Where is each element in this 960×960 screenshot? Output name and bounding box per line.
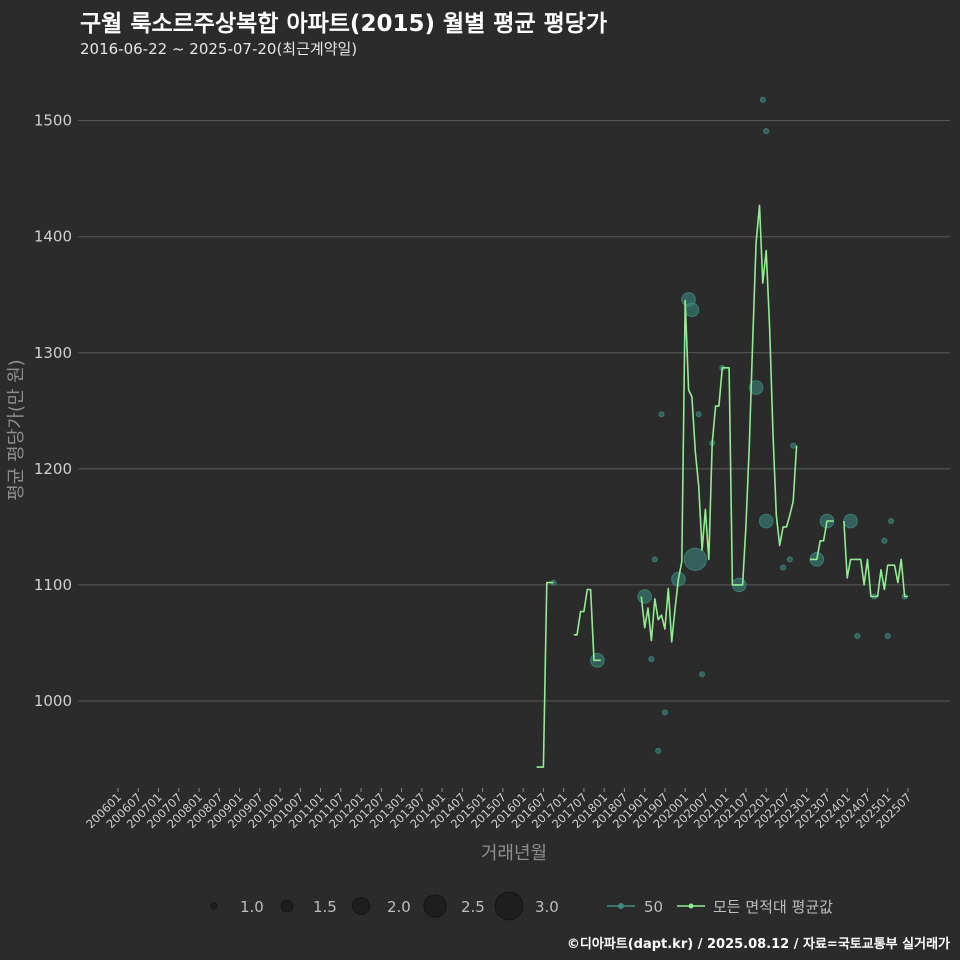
legend-size-swatch [210, 902, 218, 910]
bubble-point [651, 556, 658, 563]
bubble-point [843, 513, 858, 529]
legend: 1.0 1.5 2.0 2.5 3.0 50 모든 면적대 평균값 [210, 891, 833, 921]
bubble-point [758, 513, 774, 529]
bubble-point [655, 747, 662, 754]
bubble-point [786, 556, 793, 563]
bubble-point [881, 537, 888, 544]
average-line-segment [843, 520, 908, 598]
bubble-point [683, 547, 707, 571]
legend-size-swatch [352, 897, 370, 915]
y-tick-label: 1400 [34, 228, 72, 246]
bubble-point [637, 589, 652, 604]
bubble-point [884, 632, 891, 639]
bubble-point [854, 632, 861, 639]
y-tick-label: 1500 [34, 112, 72, 130]
legend-size-label: 3.0 [535, 898, 559, 916]
bubble-series [550, 96, 908, 754]
bubble-point [699, 671, 706, 678]
legend-series-label: 50 [644, 898, 663, 916]
bubble-point [748, 380, 764, 395]
y-tick-label: 1100 [34, 576, 72, 594]
bubble-point [763, 128, 770, 135]
average-line-segment [536, 581, 554, 768]
bubble-point [790, 442, 797, 449]
y-tick-labels: 1000 1100 1200 1300 1400 1500 [34, 112, 72, 710]
bubble-point [888, 518, 895, 525]
average-line-segment [640, 204, 798, 643]
legend-series-label: 모든 면적대 평균값 [713, 898, 833, 916]
grid-layer [78, 120, 950, 702]
average-line-series [536, 204, 908, 768]
legend-size-label: 1.0 [240, 898, 264, 916]
average-line-segment [810, 520, 834, 561]
legend-size-swatch [280, 899, 294, 913]
bubble-point [648, 656, 655, 663]
legend-bubble-swatch [618, 903, 624, 909]
bubble-point [759, 96, 766, 103]
x-axis-title: 거래년월 [481, 843, 547, 864]
legend-size-label: 2.0 [387, 898, 411, 916]
y-tick-label: 1000 [34, 692, 72, 710]
bubble-point [695, 411, 702, 418]
bubble-point [780, 564, 787, 571]
legend-size-swatch [423, 894, 447, 918]
legend-size-label: 1.5 [313, 898, 337, 916]
bubble-point [658, 411, 665, 418]
legend-line-marker [688, 903, 694, 909]
y-axis-title: 평균 평당가(만 원) [6, 359, 27, 500]
legend-size-label: 2.5 [461, 898, 485, 916]
chart-title: 구월 룩소르주상복합 아파트(2015) 월별 평균 평당가 [80, 11, 608, 37]
legend-size-swatch [494, 891, 524, 921]
x-tick-labels: 2006012006072007012007072008012008072009… [83, 788, 914, 831]
bubble-point [684, 302, 700, 318]
y-tick-label: 1300 [34, 344, 72, 362]
source-caption: ©디아파트(dapt.kr) / 2025.08.12 / 자료=국토교통부 실… [566, 937, 950, 952]
chart-subtitle: 2016-06-22 ~ 2025-07-20(최근계약일) [80, 40, 358, 58]
average-line-segment [573, 588, 601, 662]
bubble-point [661, 709, 668, 716]
y-tick-label: 1200 [34, 460, 72, 478]
